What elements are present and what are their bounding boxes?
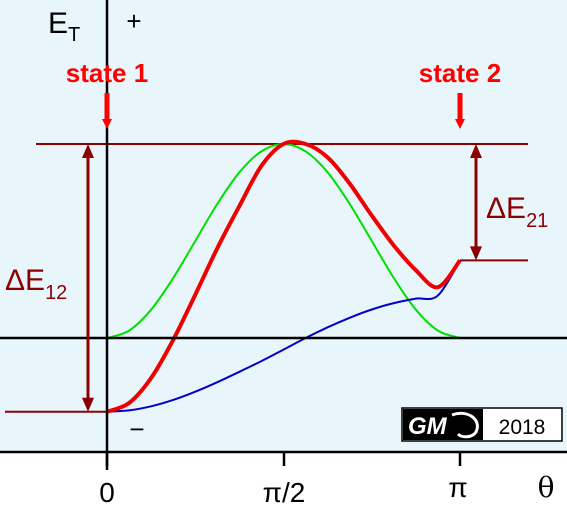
blue-curve bbox=[106, 259, 461, 413]
logo-year: 2018 bbox=[499, 416, 546, 439]
logo-badge: GM 2018 bbox=[401, 407, 563, 442]
x-tick-label-half-pi: π/2 bbox=[263, 477, 306, 508]
delta12-sub: 12 bbox=[45, 282, 67, 304]
delta21-sub: 21 bbox=[526, 210, 548, 232]
delta21-label: ΔE21 bbox=[486, 192, 548, 232]
state-1-label: state 1 bbox=[66, 58, 148, 88]
delta12-label: ΔE12 bbox=[5, 264, 67, 304]
red-curve bbox=[106, 139, 462, 414]
state-arrows bbox=[102, 93, 465, 129]
y-axis-label-main: E bbox=[48, 7, 68, 40]
y-axis-label: ET bbox=[48, 7, 80, 46]
x-tick-label-pi: π bbox=[448, 472, 467, 503]
energy-curves bbox=[106, 139, 462, 414]
x-axis-label: θ bbox=[538, 471, 555, 504]
delta21-arrow bbox=[470, 144, 482, 261]
plot-background bbox=[0, 0, 567, 452]
delta21-arrow-head-down bbox=[470, 246, 482, 261]
state-2-label: state 2 bbox=[419, 58, 501, 88]
delta12-arrow bbox=[82, 144, 94, 412]
y-top-sign: + bbox=[126, 6, 141, 36]
delta-arrows bbox=[82, 144, 482, 412]
delta12-arrow-head-down bbox=[82, 397, 94, 412]
delta12-arrow-head-up bbox=[82, 144, 94, 158]
logo-mark-text: GM bbox=[408, 413, 448, 440]
y-bottom-sign: − bbox=[129, 414, 144, 444]
logo-swoosh-icon bbox=[451, 411, 479, 439]
x-tick-label-0: 0 bbox=[99, 477, 115, 508]
delta21-symbol: ΔE bbox=[486, 192, 526, 225]
delta21-arrow-head-up bbox=[470, 144, 482, 158]
x-tick-marks bbox=[105, 452, 462, 466]
delta12-symbol: ΔE bbox=[5, 264, 45, 297]
y-axis-label-sub: T bbox=[68, 24, 80, 46]
